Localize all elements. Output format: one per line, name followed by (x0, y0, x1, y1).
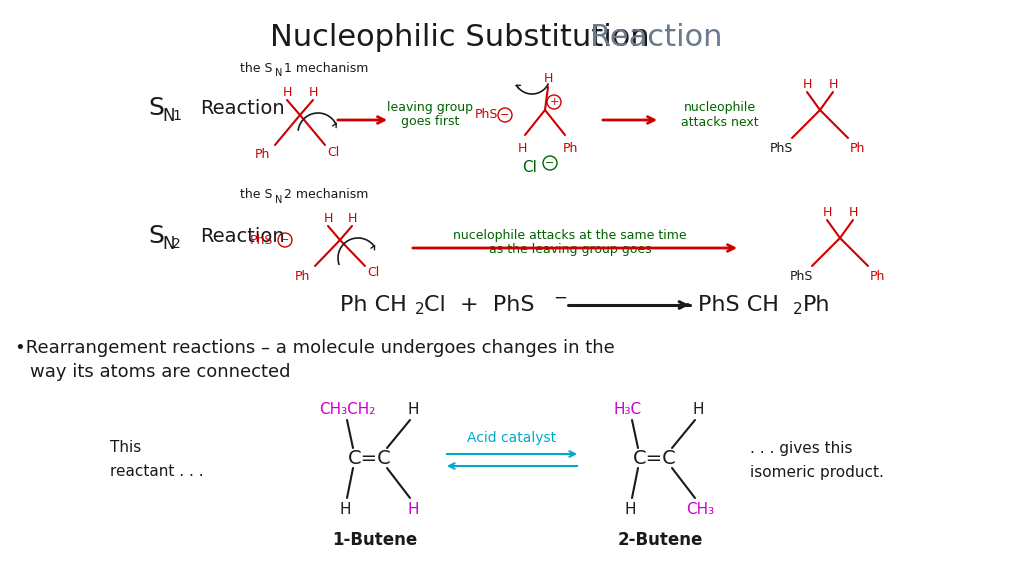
Text: CH₃CH₂: CH₃CH₂ (318, 403, 375, 418)
Text: Ph: Ph (562, 142, 578, 154)
Text: 2-Butene: 2-Butene (617, 531, 702, 549)
Text: way its atoms are connected: way its atoms are connected (30, 363, 291, 381)
Text: nucleophile: nucleophile (684, 101, 756, 115)
Text: N: N (275, 195, 283, 205)
Text: This: This (110, 441, 141, 456)
Text: N: N (162, 235, 174, 253)
Text: PhS: PhS (475, 108, 499, 122)
Text: H: H (408, 403, 419, 418)
Text: H: H (347, 211, 356, 225)
Text: as the leaving group goes: as the leaving group goes (488, 244, 651, 256)
Text: PhS: PhS (250, 233, 273, 247)
Text: leaving group: leaving group (387, 101, 473, 115)
Text: 2: 2 (793, 302, 803, 317)
Text: •Rearrangement reactions – a molecule undergoes changes in the: •Rearrangement reactions – a molecule un… (15, 339, 614, 357)
Text: isomeric product.: isomeric product. (750, 464, 884, 479)
Text: 1-Butene: 1-Butene (333, 531, 418, 549)
Text: H: H (828, 78, 838, 92)
Text: Cl: Cl (367, 267, 379, 279)
Text: H: H (283, 86, 292, 100)
Text: Nucleophilic Substitution: Nucleophilic Substitution (270, 24, 659, 52)
Text: PhS: PhS (790, 270, 813, 282)
Text: S: S (148, 96, 164, 120)
Text: attacks next: attacks next (681, 116, 759, 128)
Text: Ph: Ph (255, 149, 270, 161)
Text: 2 mechanism: 2 mechanism (284, 188, 369, 202)
Text: −: − (281, 235, 290, 245)
Text: nucelophile attacks at the same time: nucelophile attacks at the same time (454, 229, 687, 241)
Text: the S: the S (240, 188, 272, 202)
Text: S: S (148, 224, 164, 248)
Text: +: + (549, 97, 559, 107)
Text: Ph: Ph (850, 142, 865, 154)
Text: goes first: goes first (400, 116, 459, 128)
Text: . . . gives this: . . . gives this (750, 441, 853, 456)
Text: H: H (692, 403, 703, 418)
Text: H: H (822, 207, 831, 219)
Text: PhS CH: PhS CH (698, 295, 779, 315)
Text: N: N (275, 68, 283, 78)
Text: 1: 1 (172, 109, 181, 123)
Text: H₃C: H₃C (614, 403, 642, 418)
Text: H: H (544, 71, 553, 85)
Text: H: H (625, 502, 636, 517)
Text: Reaction: Reaction (200, 98, 285, 118)
Text: Reaction: Reaction (590, 24, 723, 52)
Text: −: − (553, 289, 567, 307)
Text: reactant . . .: reactant . . . (110, 464, 204, 479)
Text: PhS: PhS (770, 142, 794, 154)
Text: the S: the S (240, 62, 272, 74)
Text: Ph: Ph (803, 295, 830, 315)
Text: H: H (517, 142, 526, 154)
Text: −: − (501, 110, 510, 120)
Text: H: H (324, 211, 333, 225)
Text: 1 mechanism: 1 mechanism (284, 62, 369, 74)
Text: Ph: Ph (870, 270, 886, 282)
Text: N: N (162, 107, 174, 125)
Text: H: H (848, 207, 858, 219)
Text: Ph: Ph (295, 270, 310, 282)
Text: −: − (546, 158, 555, 168)
Text: H: H (308, 86, 317, 100)
Text: H: H (803, 78, 812, 92)
Text: H: H (408, 502, 419, 517)
Text: Ph CH: Ph CH (340, 295, 407, 315)
Text: Reaction: Reaction (200, 226, 285, 245)
Text: Cl: Cl (522, 161, 537, 176)
Text: Acid catalyst: Acid catalyst (467, 431, 557, 445)
Text: 2: 2 (415, 302, 425, 317)
Text: CH₃: CH₃ (686, 502, 714, 517)
Text: 2: 2 (172, 237, 181, 251)
Text: Cl  +  PhS: Cl + PhS (424, 295, 535, 315)
Text: C=C: C=C (348, 449, 392, 468)
Text: H: H (339, 502, 351, 517)
Text: C=C: C=C (633, 449, 677, 468)
Text: Cl: Cl (327, 146, 339, 160)
